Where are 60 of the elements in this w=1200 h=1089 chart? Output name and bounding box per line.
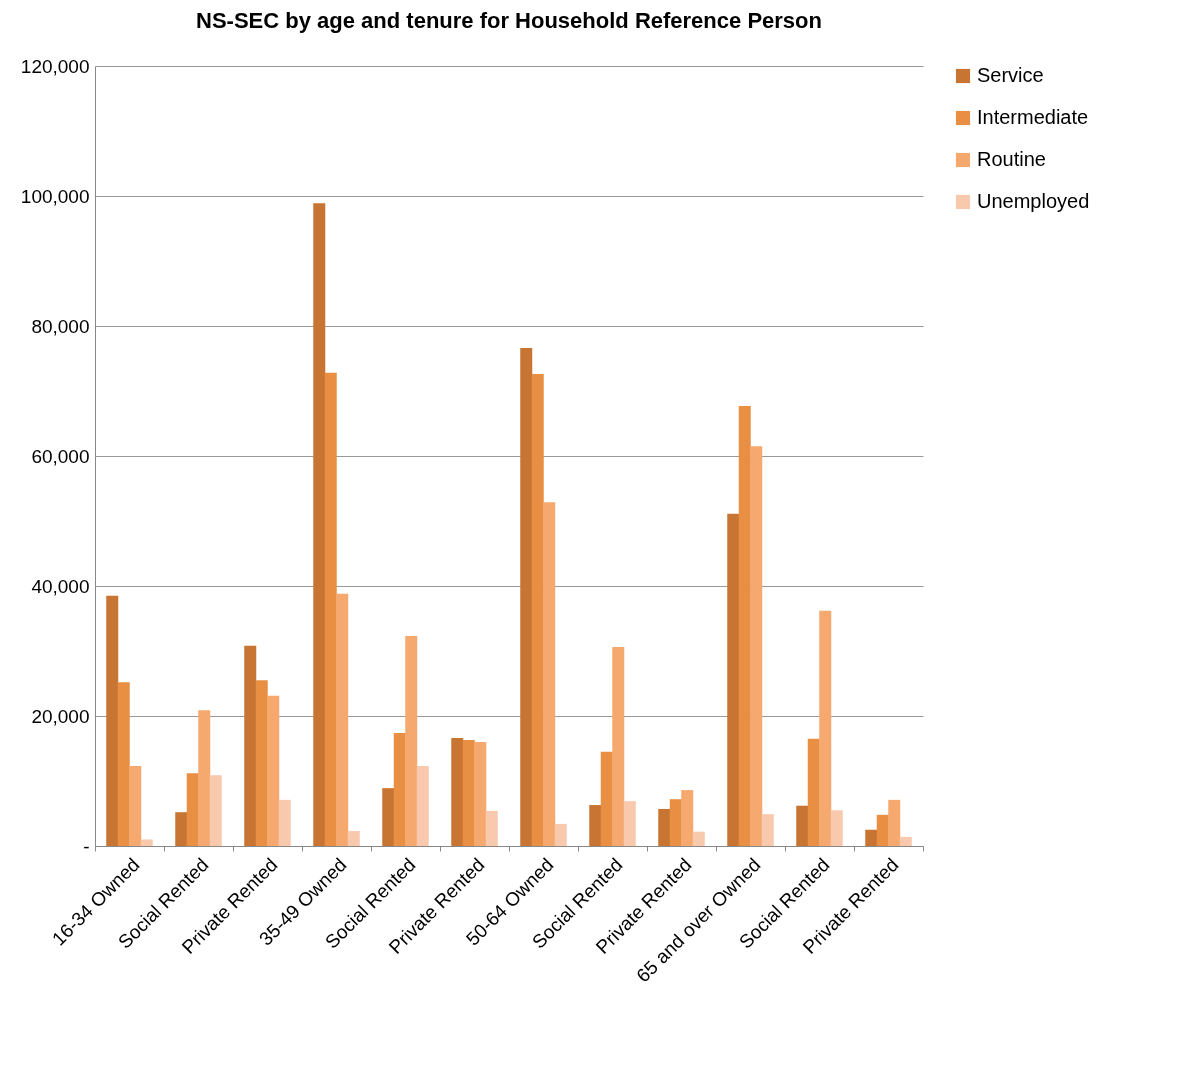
bar xyxy=(347,831,360,846)
bar xyxy=(807,738,820,846)
legend-label: Routine xyxy=(977,148,1046,170)
bar xyxy=(416,766,429,846)
bar xyxy=(209,775,222,846)
bar xyxy=(669,799,682,846)
bar xyxy=(750,446,763,846)
bar xyxy=(658,808,671,846)
bar xyxy=(106,595,119,846)
bar xyxy=(554,823,567,846)
bar xyxy=(520,348,533,846)
y-tick-label: 100,000 xyxy=(20,185,90,207)
bar xyxy=(405,636,418,846)
bar xyxy=(462,740,475,846)
bar xyxy=(313,203,326,846)
bar xyxy=(600,751,613,846)
y-tick-label: 80,000 xyxy=(31,315,90,337)
bar xyxy=(198,710,211,846)
bar xyxy=(129,766,142,846)
legend-label: Unemployed xyxy=(977,190,1090,212)
bar xyxy=(140,839,153,846)
bar xyxy=(589,805,602,846)
bar xyxy=(117,682,130,846)
bar xyxy=(336,593,349,846)
bar xyxy=(244,645,257,846)
bar xyxy=(186,773,199,846)
bar xyxy=(727,513,740,846)
y-tick-label: 40,000 xyxy=(31,575,90,597)
bar xyxy=(876,814,889,846)
bar xyxy=(888,799,901,846)
bar xyxy=(255,680,268,846)
y-tick-label: - xyxy=(83,835,90,857)
bar xyxy=(175,812,188,846)
y-tick-label: 60,000 xyxy=(31,445,90,467)
bar xyxy=(865,829,878,846)
bar xyxy=(393,732,406,846)
legend-label: Intermediate xyxy=(977,106,1089,128)
y-tick-label: 120,000 xyxy=(20,55,90,77)
bar xyxy=(324,372,337,846)
bar xyxy=(612,647,625,846)
bar xyxy=(692,831,705,846)
bar xyxy=(451,738,464,846)
bar xyxy=(738,405,751,846)
bar xyxy=(531,374,544,846)
bar xyxy=(485,810,498,846)
bar xyxy=(623,801,636,846)
bar xyxy=(278,799,291,846)
bar xyxy=(267,695,280,846)
legend-label: Service xyxy=(977,64,1044,86)
y-tick-label: 20,000 xyxy=(31,705,90,727)
bar xyxy=(681,790,694,846)
chart-title: NS-SEC by age and tenure for Household Reference Person xyxy=(196,8,822,33)
bar xyxy=(830,810,843,846)
bar xyxy=(796,805,809,846)
bar xyxy=(761,814,774,846)
bar xyxy=(899,836,912,846)
bar xyxy=(382,788,395,846)
bar xyxy=(543,502,556,846)
bar xyxy=(474,742,487,846)
bar xyxy=(819,610,832,846)
